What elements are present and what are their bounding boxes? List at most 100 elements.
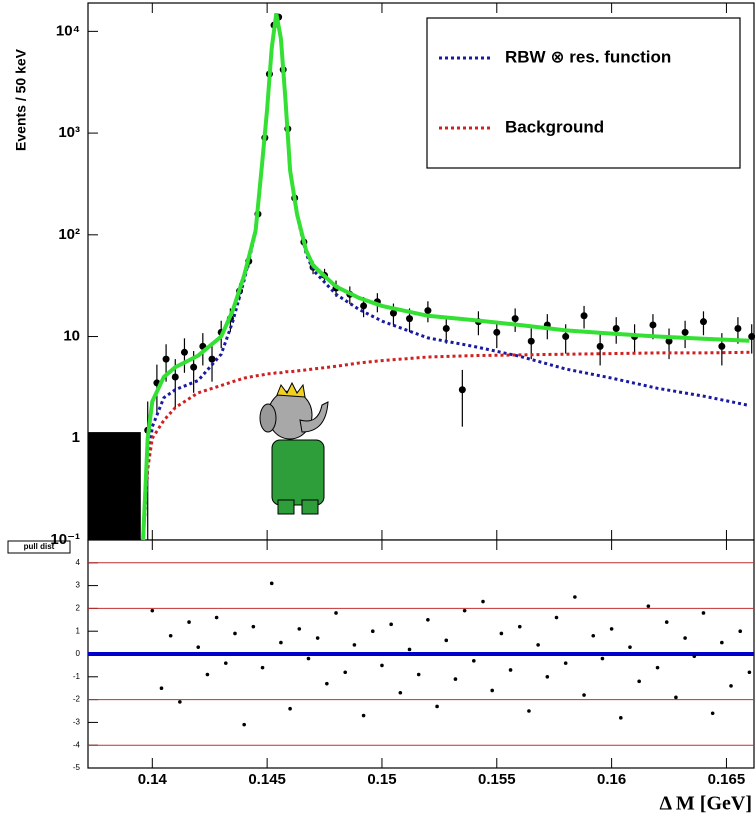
- data-point: [738, 629, 743, 633]
- data-point: [260, 665, 265, 670]
- data-point: [251, 624, 256, 629]
- data-point: [681, 328, 689, 336]
- legend-label: Background: [505, 117, 604, 136]
- data-point: [674, 695, 678, 700]
- data-point: [416, 672, 421, 677]
- data-point: [442, 324, 450, 332]
- y-tick-label: 10³: [58, 124, 80, 141]
- data-point: [398, 690, 403, 695]
- data-point: [306, 656, 311, 661]
- y-tick-label: 0: [76, 649, 81, 658]
- data-point: [665, 337, 673, 345]
- data-point: [499, 631, 504, 636]
- data-point: [180, 348, 188, 356]
- y-tick-label: 10⁻¹: [50, 531, 80, 548]
- data-point: [612, 324, 620, 332]
- data-point: [242, 722, 246, 727]
- y-tick-label: 10²: [58, 226, 80, 243]
- x-tick-label: 0.14: [138, 771, 168, 788]
- data-point: [554, 615, 559, 620]
- data-point: [269, 581, 274, 586]
- data-point: [596, 342, 604, 350]
- data-point: [380, 663, 384, 668]
- data-point: [406, 315, 414, 323]
- data-point: [637, 679, 641, 684]
- data-point: [325, 681, 329, 686]
- data-point: [562, 333, 570, 341]
- x-tick-label: 0.165: [708, 771, 746, 788]
- data-point: [699, 318, 707, 326]
- data-point: [545, 675, 550, 679]
- data-point: [178, 700, 182, 704]
- data-point: [747, 670, 752, 675]
- data-point: [508, 668, 513, 672]
- data-point: [233, 631, 237, 636]
- data-point: [453, 677, 458, 681]
- data-point: [343, 670, 348, 675]
- data-point: [628, 645, 632, 649]
- data-point: [214, 615, 219, 620]
- data-point: [435, 704, 439, 709]
- x-tick-label: 0.16: [597, 771, 626, 788]
- y-tick-label: 1: [76, 626, 81, 635]
- data-point: [205, 672, 210, 677]
- x-tick-label: 0.145: [248, 771, 286, 788]
- data-point: [701, 611, 706, 615]
- pull-title-box: [7, 540, 71, 554]
- data-point: [748, 333, 755, 341]
- legend-box: [426, 17, 741, 169]
- data-point: [527, 337, 535, 345]
- data-point: [361, 713, 366, 718]
- data-point: [288, 706, 292, 711]
- data-point: [493, 328, 501, 336]
- data-point: [683, 636, 687, 640]
- data-point: [315, 636, 320, 640]
- fit-curve: [141, 13, 750, 541]
- data-point: [490, 688, 494, 693]
- data-point: [389, 309, 397, 317]
- data-point: [168, 633, 173, 638]
- y-tick-label: -2: [73, 695, 81, 704]
- x-tick-label: 0.15: [367, 771, 396, 788]
- bar: [88, 432, 141, 540]
- mascot: [259, 381, 329, 515]
- y-tick-label: -1: [73, 672, 81, 681]
- x-tick-label: 0.155: [478, 771, 516, 788]
- data-point: [334, 611, 338, 615]
- data-point: [609, 627, 614, 631]
- data-point: [223, 661, 228, 665]
- data-point: [352, 643, 357, 647]
- data-point: [208, 355, 216, 363]
- data-point: [573, 595, 577, 599]
- data-point: [536, 643, 540, 647]
- data-point: [619, 716, 623, 720]
- data-point: [734, 324, 742, 332]
- y-axis-label: Events / 50 keV: [13, 48, 29, 151]
- data-point: [517, 624, 522, 629]
- data-point: [462, 608, 467, 613]
- data-point: [187, 620, 191, 624]
- data-point: [196, 645, 201, 649]
- y-tick-label: -4: [73, 740, 81, 749]
- data-point: [580, 312, 588, 320]
- data-point: [718, 342, 726, 350]
- data-point: [729, 684, 733, 688]
- data-point: [600, 656, 605, 661]
- data-point: [190, 363, 198, 371]
- data-point: [710, 711, 715, 716]
- data-point: [426, 618, 430, 622]
- legend-label: RBW ⊗ res. function: [505, 47, 671, 66]
- pull-title: pull dist: [24, 542, 55, 551]
- data-point: [472, 659, 476, 663]
- y-tick-label: 2: [76, 604, 81, 613]
- y-tick-label: 3: [76, 581, 81, 590]
- y-tick-label: 4: [76, 558, 81, 567]
- data-point: [591, 633, 596, 638]
- data-point: [171, 373, 179, 381]
- data-point: [162, 355, 170, 363]
- data-point: [389, 622, 393, 627]
- y-tick-label: -5: [73, 763, 81, 772]
- y-tick-label: 1: [72, 429, 80, 446]
